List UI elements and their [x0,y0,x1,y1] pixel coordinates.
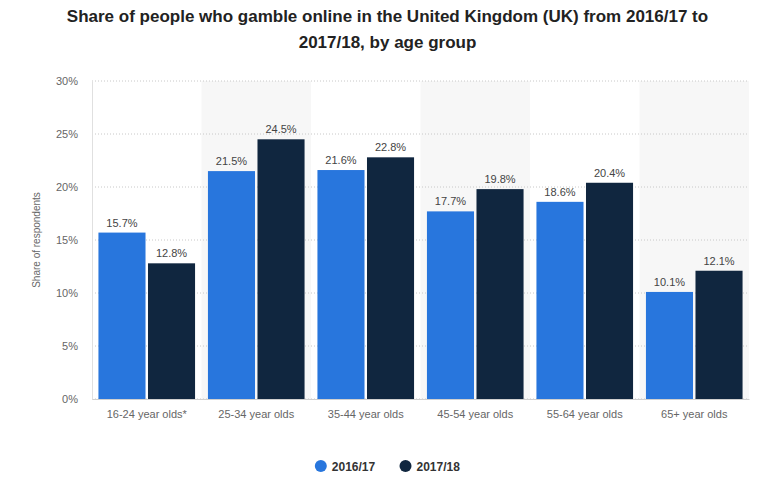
title: Share of people who gamble online in the… [67,7,708,52]
legend-item: 2017/18 [400,460,461,474]
tick: 16-24 year olds* [107,399,188,420]
tick: 55-64 year olds [547,399,623,420]
tick-label: 55-64 year olds [547,408,623,420]
background-bands [202,81,750,399]
band [421,81,531,399]
bar [536,202,583,399]
tick-label: 5% [62,340,78,352]
tick-label: 45-54 year olds [437,408,513,420]
grid-line [92,240,749,241]
tick: 45-54 year olds [437,399,513,420]
bar [98,233,145,399]
bar [646,292,693,399]
tick: 35-44 year olds [328,399,404,420]
tick-label: 20% [56,181,78,193]
tick: 65+ year olds [661,399,728,420]
tick-label: 0% [62,393,78,405]
data-label: 24.5% [265,123,296,135]
legend-label: 2016/17 [332,460,376,474]
axis-line [93,399,750,400]
tick-label: 25-34 year olds [218,408,294,420]
grid-line [92,134,749,135]
bar [427,211,474,399]
data-label: 12.8% [156,247,187,259]
tick-label: 65+ year olds [661,408,728,420]
tick: 25-34 year olds [218,399,294,420]
bar [695,271,742,399]
band [202,81,312,399]
data-label: 19.8% [484,173,515,185]
plot: 0% 5% 10% 15% 20% 25% 30% 16-24 year olds* 25-34… [56,75,750,420]
grid [92,81,749,399]
x-axis: 16-24 year olds* 25-34 year olds 35-44 yea… [93,399,750,420]
data-label: 21.5% [216,155,247,167]
bar [367,157,414,399]
data-label: 17.7% [435,195,466,207]
legend-symbol [400,460,412,472]
data-label: 20.4% [594,167,625,179]
data-label: 15.7% [106,217,137,229]
tick-label: 15% [56,234,78,246]
grid-line [92,187,749,188]
tick-label: 10% [56,287,78,299]
axis-line [92,82,93,400]
tick: 20% [56,181,92,193]
bar [317,170,364,399]
data-label: 21.6% [325,154,356,166]
legend-symbol [315,460,327,472]
band [640,81,750,399]
tick-label: 35-44 year olds [328,408,404,420]
y-axis: 0% 5% 10% 15% 20% 25% 30% [56,75,93,405]
tick: 25% [56,128,92,140]
bar [257,139,304,399]
tick-label: 25% [56,128,78,140]
tick: 5% [62,340,92,352]
data-label: 18.6% [544,186,575,198]
chart: Share of people who gamble online in the… [0,0,775,488]
bar [208,171,255,399]
data-label: 12.1% [703,255,734,267]
tick-label: 30% [56,75,78,87]
grid-line [92,81,749,82]
axis-title: Share of respondents [31,192,42,288]
tick: 10% [56,287,92,299]
tick-label: 16-24 year olds* [107,408,188,420]
tick: 15% [56,234,92,246]
tick: 30% [56,75,92,87]
legend: 2016/17 2017/18 [315,460,460,474]
data-label: 10.1% [654,276,685,288]
data-labels: 15.7% 21.5% 21.6% 17.7% 18.6% 10.1% 12.8% 24.5%… [106,123,734,288]
bar [586,183,633,399]
legend-item: 2016/17 [315,460,376,474]
bar [148,263,195,399]
bars [98,139,742,399]
data-label: 22.8% [375,141,406,153]
legend-label: 2017/18 [417,460,461,474]
tick: 0% [62,393,92,405]
bar [476,189,523,399]
